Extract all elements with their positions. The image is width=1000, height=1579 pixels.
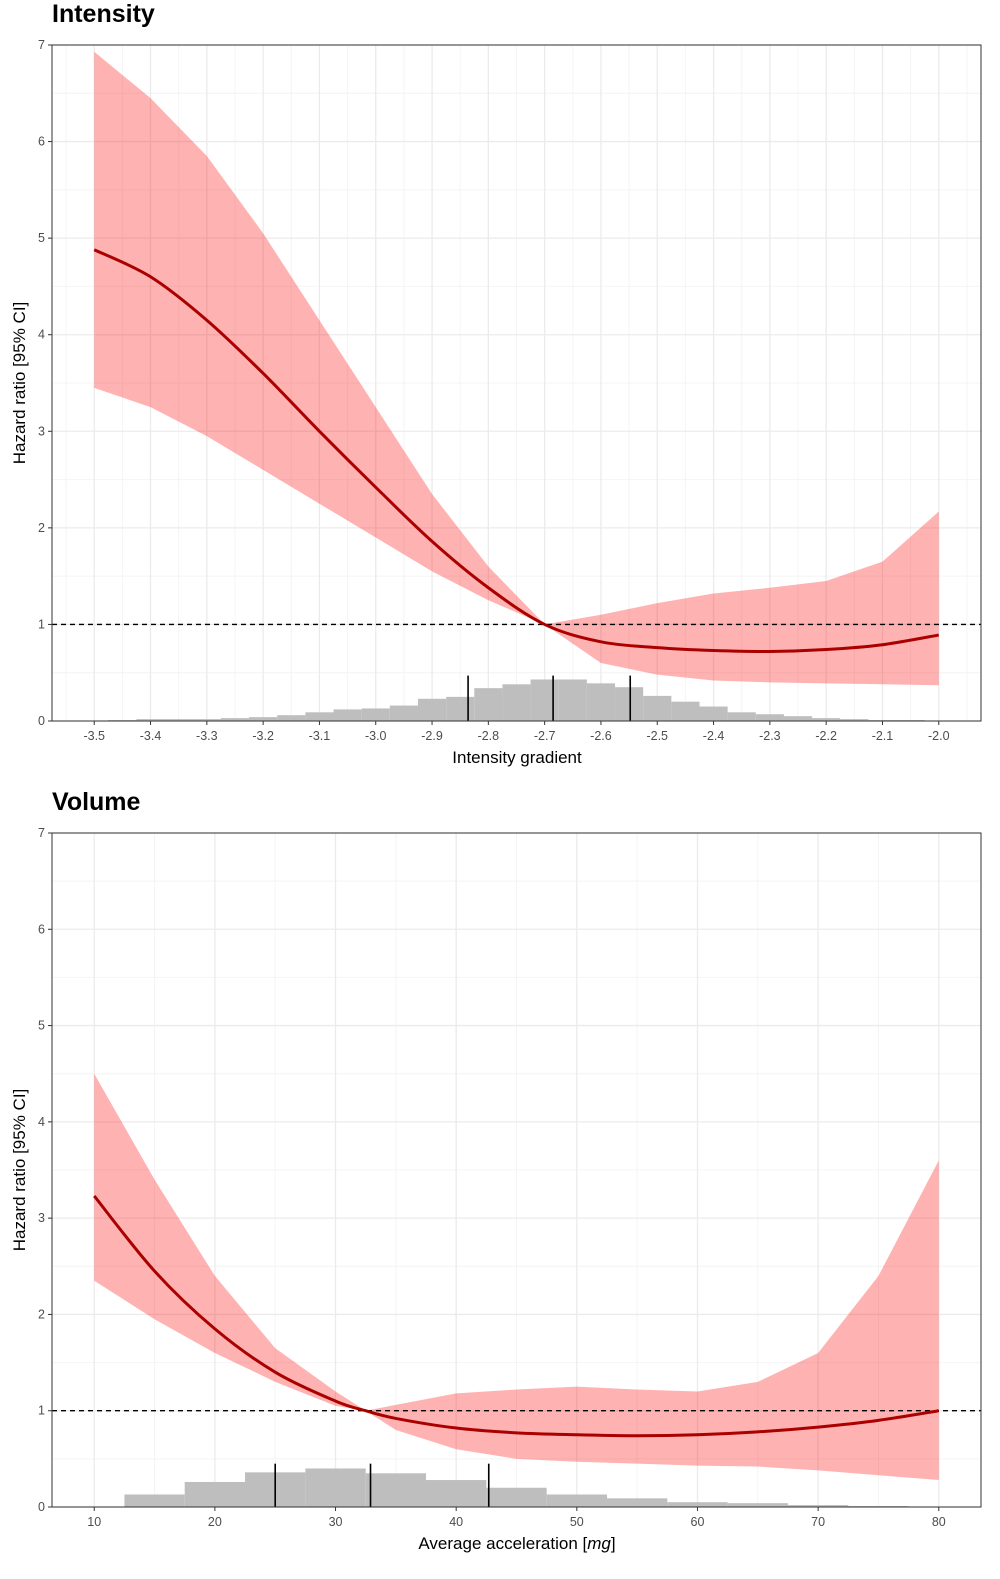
x-tick-label: -2.7 (534, 729, 556, 743)
histogram-bar (124, 1494, 185, 1507)
x-tick-label: -2.9 (421, 729, 443, 743)
histogram-bar (699, 706, 728, 721)
y-tick-label: 6 (38, 135, 45, 149)
x-axis-title-unit: mg (587, 1534, 611, 1553)
histogram-bar (755, 714, 784, 721)
histogram-bar (333, 709, 362, 721)
x-tick-label: -2.6 (590, 729, 612, 743)
histogram-bar (615, 687, 644, 721)
x-tick-label: -2.1 (872, 729, 894, 743)
y-tick-label: 7 (38, 38, 45, 52)
histogram-bar (220, 718, 250, 721)
histogram-bar (389, 705, 418, 721)
x-tick-label: -3.2 (252, 729, 274, 743)
histogram-bar (277, 715, 306, 721)
histogram-bar (812, 718, 841, 721)
histogram-bar (426, 1480, 487, 1507)
panel-border (51, 832, 982, 1508)
x-tick-label: -3.0 (365, 729, 387, 743)
histogram-bar (643, 695, 672, 721)
histogram-bar (249, 717, 278, 721)
plot-panel-intensity: -3.5 -3.4 -3.3 -3.2 -3.1 -3.0 -2.9 -2.8 -2.7 -2.6… (38, 38, 982, 743)
plot-panel-volume: 10 20 30 40 50 60 70 80 0 1 2 3 4 5 6 7 (38, 826, 982, 1529)
histogram-bar (305, 1468, 366, 1507)
x-tick-label: 10 (87, 1515, 101, 1529)
y-tick-label: 3 (38, 424, 45, 438)
x-axis-title-intensity: Intensity gradient (452, 748, 582, 767)
histogram-bar (417, 698, 447, 721)
x-tick-label: -3.5 (83, 729, 105, 743)
histogram-bar (530, 679, 559, 721)
y-tick-label: 1 (38, 617, 45, 631)
histogram-bar (783, 716, 813, 721)
x-tick-label: -3.1 (309, 729, 331, 743)
histogram-bar (486, 1487, 547, 1507)
histogram-bar (586, 683, 616, 721)
histogram-bar (446, 696, 475, 721)
histogram-bar (727, 1503, 788, 1507)
y-tick-label: 1 (38, 1404, 45, 1418)
x-tick-label: 50 (570, 1515, 584, 1529)
histogram-bar (671, 701, 700, 721)
hazard-ratio-line (93, 248, 940, 654)
y-tick-label: 6 (38, 922, 45, 936)
y-tick-label: 5 (38, 1019, 45, 1033)
y-axis-title-volume: Hazard ratio [95% CI] (10, 1089, 29, 1252)
histogram-bar (361, 708, 390, 721)
x-tick-label: 40 (449, 1515, 463, 1529)
histogram-bar (606, 1498, 668, 1507)
y-tick-label: 2 (38, 1307, 45, 1321)
x-axis-title-part: Average acceleration [ (418, 1534, 587, 1553)
y-tick-label: 5 (38, 231, 45, 245)
histogram-bar (727, 712, 756, 721)
x-tick-label: 30 (329, 1515, 343, 1529)
confidence-band (94, 1073, 939, 1481)
histogram-bar (502, 684, 531, 721)
x-axis-title-end: ] (611, 1534, 616, 1553)
x-tick-label: -2.5 (646, 729, 668, 743)
histogram-bar (667, 1502, 728, 1507)
histogram-bar (558, 679, 587, 721)
x-tick-label: 20 (208, 1515, 222, 1529)
x-tick-label: -2.2 (815, 729, 837, 743)
histogram-bar (787, 1505, 849, 1507)
y-tick-label: 4 (38, 1115, 45, 1129)
hazard-ratio-line (93, 1195, 940, 1438)
histogram-bar (192, 719, 221, 721)
x-tick-label: -2.8 (478, 729, 500, 743)
y-tick-label: 7 (38, 826, 45, 840)
x-tick-label: -3.3 (196, 729, 218, 743)
histogram-bar (164, 719, 193, 721)
confidence-band (94, 51, 939, 686)
histogram-bar (546, 1494, 607, 1507)
histogram-bar (840, 719, 869, 721)
x-tick-label: 60 (691, 1515, 705, 1529)
panel-title-intensity: Intensity (52, 0, 155, 28)
x-tick-label: -2.4 (703, 729, 725, 743)
panel-border (51, 44, 982, 722)
x-tick-label: 70 (811, 1515, 825, 1529)
histogram-bar (184, 1481, 246, 1507)
histogram-bar (365, 1473, 427, 1507)
y-tick-label: 2 (38, 521, 45, 535)
y-tick-label: 0 (38, 1500, 45, 1514)
x-tick-label: -3.4 (140, 729, 162, 743)
histogram-bar (305, 712, 334, 721)
y-tick-label: 3 (38, 1211, 45, 1225)
y-tick-label: 0 (38, 714, 45, 728)
histogram-bar (474, 688, 503, 721)
x-tick-label: 80 (932, 1515, 946, 1529)
y-tick-label: 4 (38, 328, 45, 342)
y-axis-title-intensity: Hazard ratio [95% CI] (10, 302, 29, 465)
x-tick-label: -2.0 (928, 729, 950, 743)
x-axis-title-volume: Average acceleration [mg] (418, 1534, 615, 1553)
panel-title-volume: Volume (52, 788, 141, 816)
histogram-bar (136, 719, 165, 721)
x-tick-label: -2.3 (759, 729, 781, 743)
